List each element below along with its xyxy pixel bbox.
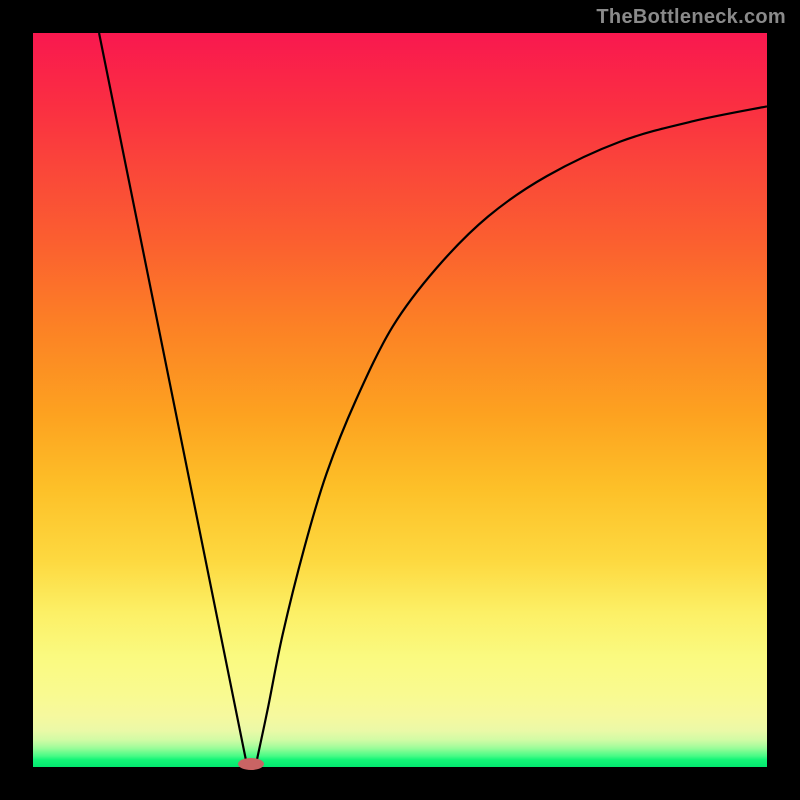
watermark-text: TheBottleneck.com <box>596 6 786 29</box>
curve-left <box>99 33 247 767</box>
chart-curves <box>33 33 767 767</box>
curve-right <box>255 106 767 767</box>
min-marker <box>238 758 264 770</box>
chart-plot-area <box>33 33 767 767</box>
